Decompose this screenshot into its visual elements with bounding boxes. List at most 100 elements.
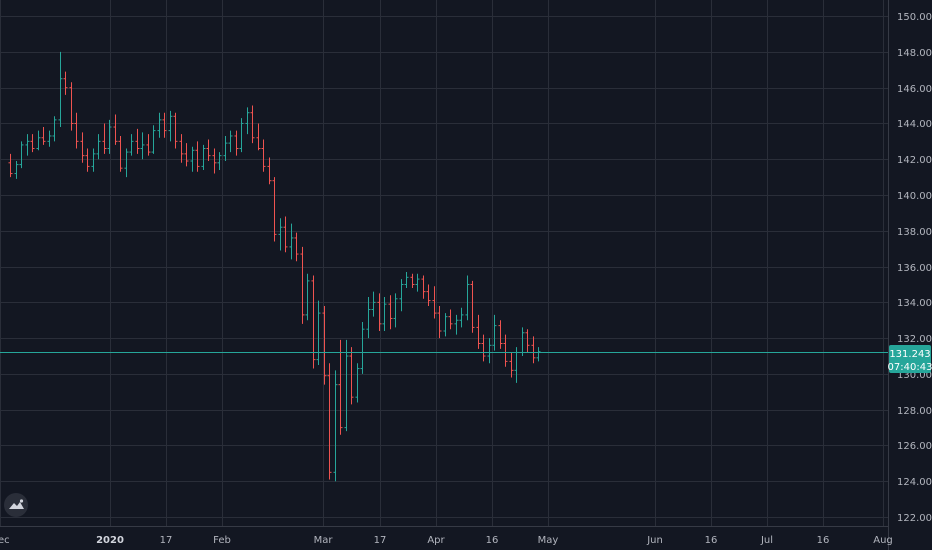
- ohlc-bar: [184, 143, 189, 167]
- ohlc-bar: [399, 279, 404, 312]
- time-axis[interactable]: Dec 2020 17 Feb Mar 17 Apr 16 May Jun 16 Jul 16 Aug: [0, 535, 893, 546]
- last-price-label: 131.243 07:40:43: [888, 345, 932, 373]
- ohlc-bar: [305, 273, 310, 321]
- ohlc-bar: [344, 339, 349, 432]
- ohlc-bar: [437, 305, 442, 339]
- ohlc-bar: [129, 134, 134, 156]
- y-tick-label: 142.000: [897, 155, 932, 166]
- ohlc-bar: [498, 320, 503, 349]
- y-tick-label: 140.000: [897, 191, 932, 202]
- ohlc-bar: [124, 148, 129, 178]
- x-tick-label: 2020: [96, 535, 124, 546]
- x-tick-label: 16: [817, 535, 830, 546]
- ohlc-bar: [536, 347, 541, 362]
- ohlc-bar: [41, 127, 46, 145]
- y-tick-label: 148.000: [897, 48, 932, 59]
- ohlc-bar: [47, 130, 52, 147]
- tradingview-logo-icon[interactable]: [4, 493, 28, 517]
- y-tick-label: 124.000: [897, 477, 932, 488]
- ohlc-bar: [146, 134, 151, 156]
- x-tick-label: Apr: [427, 535, 445, 546]
- ohlc-bar: [366, 296, 371, 339]
- ohlc-bar: [168, 110, 173, 142]
- ohlc-bar: [316, 300, 321, 365]
- ohlc-bar: [338, 339, 343, 435]
- ohlc-bar: [195, 141, 200, 172]
- y-tick-label: 138.000: [897, 227, 932, 238]
- ohlc-bar: [52, 116, 57, 142]
- ohlc-bar: [278, 218, 283, 251]
- ohlc-bar: [239, 118, 244, 153]
- ohlc-bar: [256, 123, 261, 151]
- x-tick-label: Dec: [0, 535, 10, 546]
- ohlc-bar: [388, 295, 393, 330]
- ohlc-bar: [503, 334, 508, 367]
- ohlc-bar: [245, 107, 250, 135]
- ohlc-bar: [492, 314, 497, 351]
- bar-countdown: 07:40:43: [888, 362, 932, 373]
- ohlc-bar: [190, 146, 195, 172]
- ohlc-bar: [228, 130, 233, 153]
- ohlc-bar: [487, 338, 492, 364]
- ohlc-bar: [410, 273, 415, 289]
- ohlc-bar: [135, 128, 140, 154]
- ohlc-bar: [267, 157, 272, 185]
- last-price-badge: [889, 345, 931, 373]
- ohlc-bar: [421, 275, 426, 299]
- ohlc-bar: [74, 112, 79, 149]
- ohlc-bar: [509, 352, 514, 378]
- ohlc-bar: [91, 148, 96, 172]
- ohlc-bar: [14, 161, 19, 179]
- ohlc-bar: [371, 291, 376, 317]
- x-tick-label: May: [538, 535, 559, 546]
- y-tick-label: 126.000: [897, 441, 932, 452]
- price-axis[interactable]: 122.000 124.000 126.000 128.000 130.000 132.0…: [897, 12, 932, 524]
- ohlc-bar: [58, 51, 63, 128]
- y-tick-label: 134.000: [897, 298, 932, 309]
- x-tick-label: Mar: [314, 535, 334, 546]
- ohlc-bar: [404, 271, 409, 289]
- ohlc-bar: [333, 370, 338, 482]
- ohlc-bar: [470, 280, 475, 333]
- ohlc-bar: [85, 148, 90, 172]
- x-tick-label: Jun: [646, 535, 663, 546]
- ohlc-bar: [525, 329, 530, 353]
- ohlc-bars: [8, 51, 541, 482]
- ohlc-bar: [459, 307, 464, 328]
- ohlc-bar: [30, 134, 35, 153]
- ohlc-bar: [102, 123, 107, 154]
- ohlc-bar: [377, 293, 382, 331]
- ohlc-bar: [96, 134, 101, 160]
- x-tick-label: 16: [705, 535, 718, 546]
- ohlc-bar: [476, 314, 481, 349]
- ohlc-bar: [261, 139, 266, 172]
- ohlc-bar: [107, 119, 112, 154]
- ohlc-bar: [223, 135, 228, 162]
- ohlc-bar: [272, 177, 277, 242]
- y-tick-label: 130.000: [897, 370, 932, 381]
- ohlc-bar: [465, 275, 470, 321]
- last-price-value: 131.243: [889, 349, 930, 360]
- y-tick-label: 146.000: [897, 84, 932, 95]
- ohlc-bar: [113, 114, 118, 145]
- ohlc-bar: [80, 132, 85, 163]
- grid-lines: [0, 0, 888, 526]
- ohlc-bar: [360, 322, 365, 374]
- ohlc-bar: [250, 105, 255, 144]
- ohlc-bar: [8, 153, 13, 178]
- ohlc-bar: [426, 284, 431, 306]
- x-tick-label: 17: [160, 535, 173, 546]
- ohlc-bar: [234, 130, 239, 156]
- ohlc-bar: [355, 363, 360, 403]
- ohlc-bar: [140, 132, 145, 160]
- x-tick-label: 17: [374, 535, 387, 546]
- ohlc-bar: [349, 347, 354, 405]
- ohlc-bar: [448, 309, 453, 330]
- ohlc-bar: [443, 313, 448, 337]
- y-tick-label: 132.000: [897, 334, 932, 345]
- x-tick-label: Aug: [873, 535, 893, 546]
- ohlc-bar: [63, 71, 68, 95]
- ohlc-bar: [212, 148, 217, 174]
